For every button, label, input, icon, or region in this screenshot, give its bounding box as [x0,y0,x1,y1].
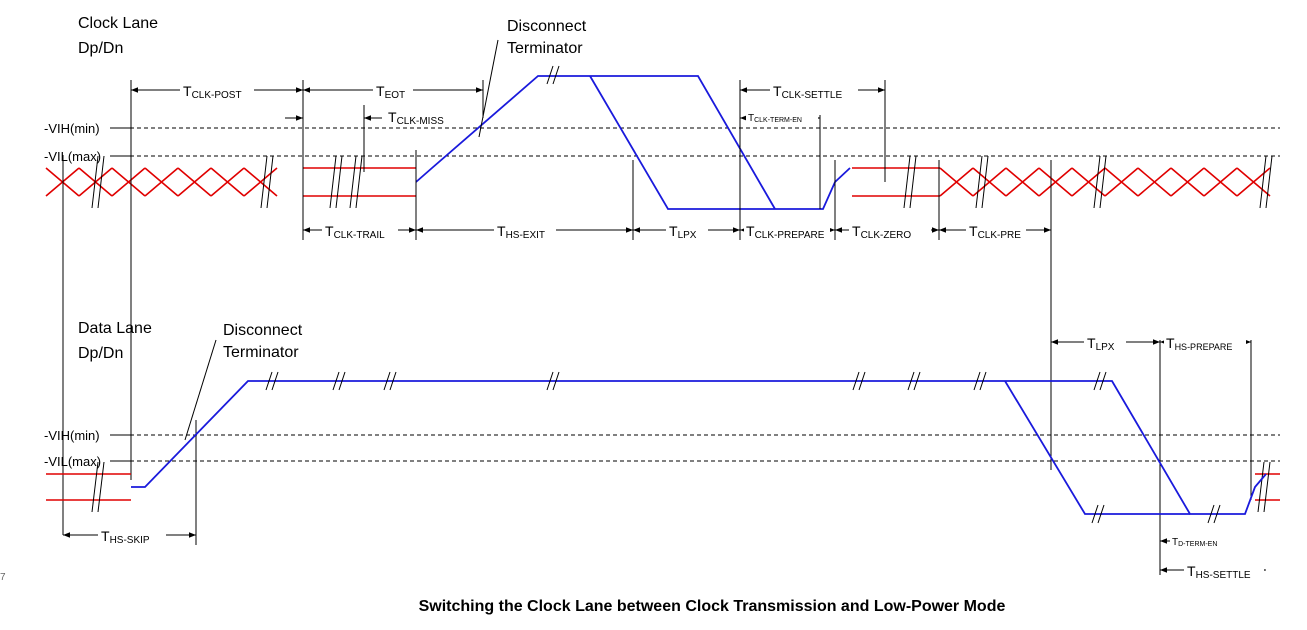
clock-lane-label: Clock Lane [78,15,158,32]
data-hs-signal [46,461,1280,513]
data-lane-label: Data Lane [78,320,152,337]
clock-vil-label: -VIL(max) [44,149,101,164]
clock-terminator-label: Terminator [507,40,583,57]
t-clk-term-en-label: TCLK-TERM-EN [748,113,802,124]
clock-hs-signal [45,155,1273,209]
t-lpx-data-label: TLPX [1087,335,1115,353]
t-hs-skip-label: THS-SKIP [101,528,150,546]
t-clk-zero-label: TCLK-ZERO [852,223,911,241]
t-clk-settle-label: TCLK-SETTLE [773,83,842,101]
data-timing-arrows [63,339,1266,573]
clock-disconnect-leader [478,39,499,138]
t-lpx-clock-label: TLPX [669,223,697,241]
t-clk-post-label: TCLK-POST [183,83,242,101]
data-disconnect-label: Disconnect [223,322,303,339]
t-clk-miss-label: TCLK-MISS [388,109,444,127]
t-hs-settle-label: THS-SETTLE [1187,563,1251,581]
data-lp-signal [131,380,1267,515]
data-terminator-label: Terminator [223,344,299,361]
clock-vih-label: -VIH(min) [44,121,100,136]
clock-lp-break-marks [546,65,560,85]
t-hs-prepare-label: THS-PREPARE [1166,335,1232,352]
data-lp-break-marks [265,371,1221,524]
clock-disconnect-label: Disconnect [507,18,587,35]
page-number: 7 [0,572,6,583]
data-disconnect-leader [184,339,217,441]
clock-lp-signal [415,75,851,210]
clock-lane-dpdn-label: Dp/Dn [78,40,123,57]
t-clk-trail-label: TCLK-TRAIL [325,223,385,241]
clock-timing-arrows [131,87,1051,233]
figure-caption: Switching the Clock Lane between Clock T… [419,598,1006,615]
t-d-term-en-label: TD-TERM-EN [1172,537,1217,548]
data-vih-label: -VIH(min) [44,428,100,443]
t-hs-exit-label: THS-EXIT [497,223,545,241]
t-eot-label: TEOT [376,83,405,101]
t-clk-prepare-label: TCLK-PREPARE [746,223,825,241]
data-lane-dpdn-label: Dp/Dn [78,345,123,362]
t-clk-pre-label: TCLK-PRE [969,223,1021,241]
data-vil-label: -VIL(max) [44,454,101,469]
